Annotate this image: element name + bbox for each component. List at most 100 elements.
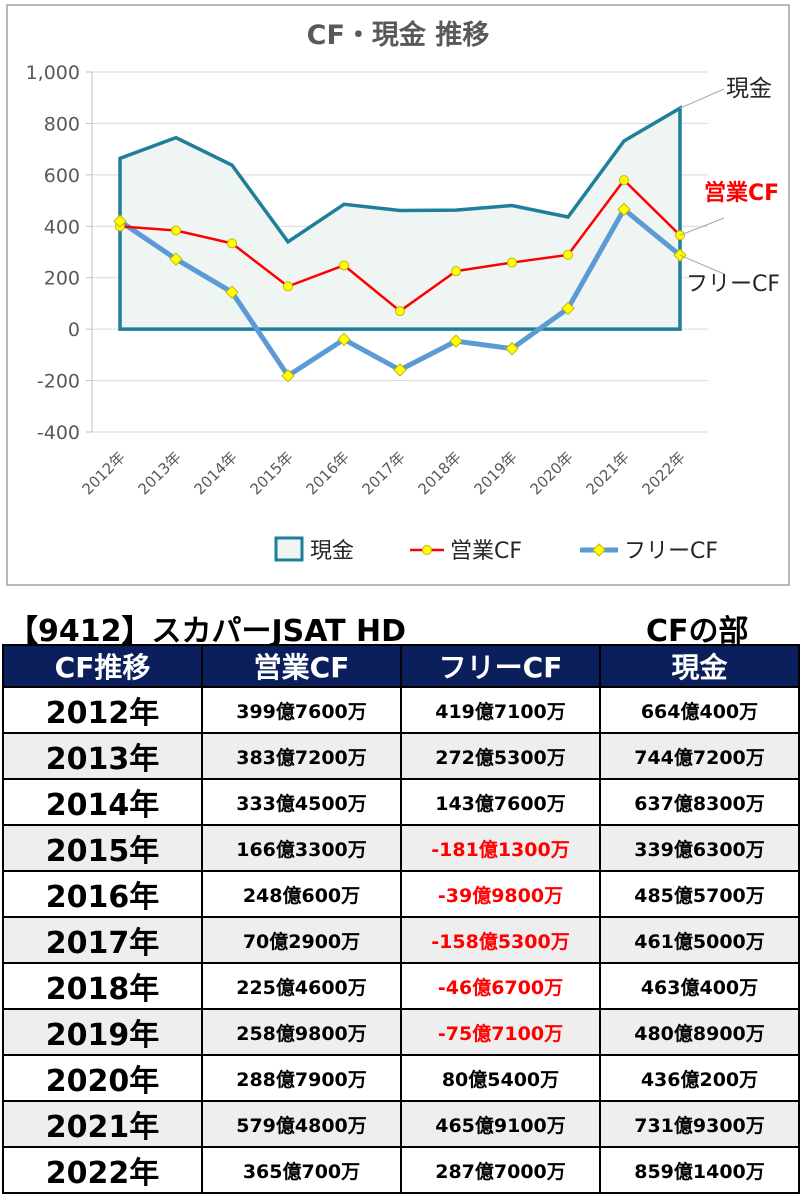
operating-cf-point (339, 260, 349, 271)
column-header: 現金 (599, 644, 800, 688)
free-cf-point (337, 332, 351, 347)
free-cf-annotation-leader (679, 254, 725, 275)
operating-cf-cell: 579億4800万 (201, 1100, 402, 1148)
year-cell: 2016年 (2, 870, 203, 918)
operating-cf-point (507, 257, 517, 268)
table-row: 2012年 399億7600万 419億7100万 664億400万 (2, 686, 800, 734)
year-cell: 2013年 (2, 732, 203, 780)
cash-cell: 744億7200万 (599, 732, 800, 780)
legend-free-cf-label: フリーCF (624, 539, 718, 564)
cash-cell: 480億8900万 (599, 1008, 800, 1056)
free-cf-cell: -158億5300万 (400, 916, 601, 964)
year-cell: 2018年 (2, 962, 203, 1010)
free-cf-cell: 419億7100万 (400, 686, 601, 734)
operating-cf-point (563, 249, 573, 260)
free-cf-point (281, 369, 295, 383)
operating-cf-point (227, 238, 237, 249)
x-tick-label: 2014年 (190, 448, 240, 498)
table-row: 2016年 248億600万 -39億9800万 485億5700万 (2, 870, 800, 918)
table-row: 2019年 258億9800万 -75億7100万 480億8900万 (2, 1008, 800, 1056)
table-row: 2021年 579億4800万 465億9100万 731億9300万 (2, 1100, 800, 1148)
x-tick-label: 2016年 (302, 448, 352, 498)
free-cf-annotation: フリーCF (686, 272, 780, 297)
operating-cf-cell: 399億7600万 (201, 686, 402, 734)
cash-cell: 461億5000万 (599, 916, 800, 964)
series-cash-area (118, 105, 682, 331)
legend-operating-cf-label: 営業CF (450, 539, 522, 564)
free-cf-cell: -39億9800万 (400, 870, 601, 918)
year-cell: 2015年 (2, 824, 203, 872)
year-cell: 2021年 (2, 1100, 203, 1148)
legend-operating-cf-marker (422, 545, 432, 555)
operating-cf-point (395, 306, 405, 317)
free-cf-point (393, 363, 407, 377)
free-cf-point (225, 285, 239, 299)
x-tick-label: 2018年 (414, 448, 464, 498)
operating-cf-cell: 383億7200万 (201, 732, 402, 780)
column-header: 営業CF (201, 644, 402, 688)
table-row: 2022年 365億700万 287億7000万 859億1400万 (2, 1146, 800, 1194)
operating-cf-cell: 288億7900万 (201, 1054, 402, 1102)
operating-cf-cell: 333億4500万 (201, 778, 402, 826)
x-tick-label: 2020年 (526, 448, 576, 498)
free-cf-point (449, 334, 463, 348)
operating-cf-cell: 70億2900万 (201, 916, 402, 964)
table-row: 2014年 333億4500万 143億7600万 637億8300万 (2, 778, 800, 826)
year-cell: 2017年 (2, 916, 203, 964)
year-cell: 2012年 (2, 686, 203, 734)
operating-cf-cell: 258億9800万 (201, 1008, 402, 1056)
operating-cf-cell: 365億700万 (201, 1146, 402, 1194)
section-title: CFの部 (646, 614, 749, 649)
chart-title: CF・現金 推移 (307, 19, 490, 51)
column-header: CF推移 (2, 644, 203, 688)
cash-cell: 463億400万 (599, 962, 800, 1010)
column-header: フリーCF (400, 644, 601, 688)
operating-cf-point (451, 266, 461, 277)
operating-cf-point (619, 175, 629, 186)
year-cell: 2020年 (2, 1054, 203, 1102)
operating-cf-cell: 248億600万 (201, 870, 402, 918)
free-cf-point (169, 252, 183, 266)
table-row: 2015年 166億3300万 -181億1300万 339億6300万 (2, 824, 800, 872)
year-cell: 2019年 (2, 1008, 203, 1056)
free-cf-cell: 465億9100万 (400, 1100, 601, 1148)
free-cf-cell: -75億7100万 (400, 1008, 601, 1056)
y-tick-label: 400 (44, 216, 80, 238)
chart-frame: CF・現金 推移 -400 -200 0 200 400 600 800 1,000 2012年 2… (6, 4, 790, 586)
cash-cell: 637億8300万 (599, 778, 800, 826)
legend-cash-swatch (274, 536, 304, 562)
free-cf-cell: 143億7600万 (400, 778, 601, 826)
legend-cash-label: 現金 (310, 539, 354, 564)
cash-cell: 731億9300万 (599, 1100, 800, 1148)
table-row: 2017年 70億2900万 -158億5300万 461億5000万 (2, 916, 800, 964)
x-tick-label: 2019年 (470, 448, 520, 498)
table-header-row: CF推移 営業CF フリーCF 現金 (2, 644, 800, 688)
free-cf-cell: -181億1300万 (400, 824, 601, 872)
y-tick-label: -200 (37, 371, 80, 393)
y-tick-label: 600 (44, 165, 80, 187)
y-tick-label: 1,000 (26, 62, 80, 84)
y-tick-label: 200 (44, 268, 80, 290)
year-cell: 2014年 (2, 778, 203, 826)
operating-cf-cell: 225億4600万 (201, 962, 402, 1010)
operating-cf-point (283, 281, 293, 292)
legend-free-cf-marker (592, 543, 606, 557)
y-tick-label: 0 (68, 319, 80, 341)
cash-cell: 339億6300万 (599, 824, 800, 872)
y-tick-label: -400 (37, 422, 80, 444)
free-cf-point (505, 341, 519, 356)
free-cf-point (617, 202, 631, 217)
operating-cf-cell: 166億3300万 (201, 824, 402, 872)
cash-cell: 436億200万 (599, 1054, 800, 1102)
x-tick-label: 2015年 (246, 448, 296, 498)
y-tick-label: 800 (44, 113, 80, 135)
x-tick-label: 2012年 (78, 448, 128, 498)
free-cf-cell: 80億5400万 (400, 1054, 601, 1102)
cash-cell: 664億400万 (599, 686, 800, 734)
cf-table: CF推移 営業CF フリーCF 現金 2012年 399億7600万 419億710… (2, 644, 800, 1194)
x-tick-label: 2013年 (134, 448, 184, 498)
cash-annotation-leader (679, 88, 725, 109)
company-title: 【9412】スカパーJSAT HD (8, 614, 407, 649)
operating-cf-annotation: 営業CF (704, 180, 779, 206)
